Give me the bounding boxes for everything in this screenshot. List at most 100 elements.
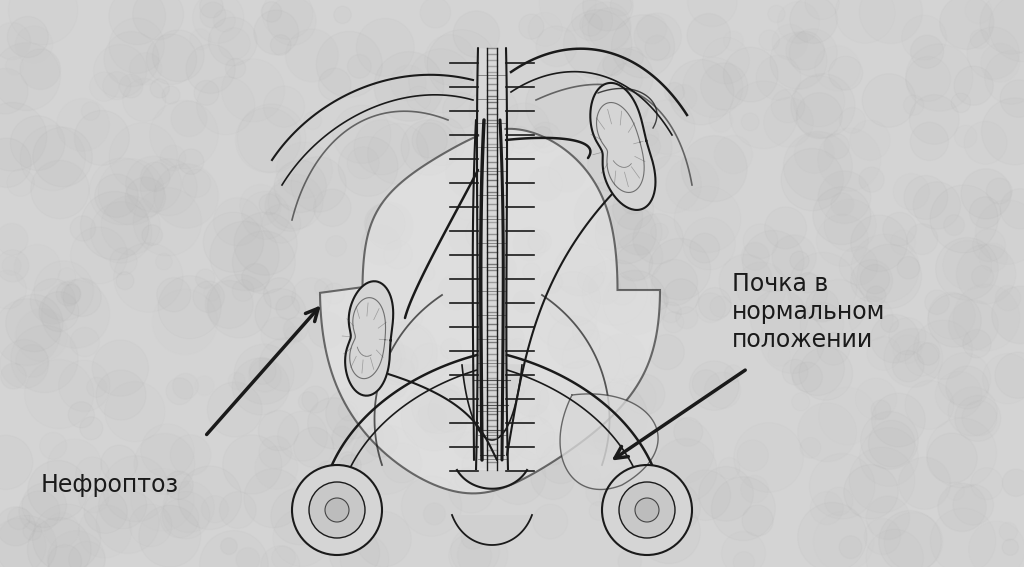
Circle shape — [637, 501, 700, 564]
Circle shape — [511, 416, 555, 460]
Circle shape — [157, 278, 190, 312]
Circle shape — [334, 6, 351, 23]
Circle shape — [689, 361, 739, 411]
Circle shape — [583, 0, 633, 31]
Circle shape — [380, 371, 408, 399]
Circle shape — [20, 49, 60, 90]
Circle shape — [616, 244, 652, 281]
Circle shape — [261, 2, 282, 22]
Circle shape — [781, 149, 844, 211]
Circle shape — [153, 30, 204, 82]
Circle shape — [69, 401, 94, 428]
Circle shape — [22, 483, 67, 527]
Circle shape — [412, 380, 465, 434]
Circle shape — [259, 194, 280, 214]
Circle shape — [275, 296, 299, 320]
Circle shape — [412, 123, 447, 158]
Circle shape — [338, 137, 398, 196]
Circle shape — [63, 278, 101, 316]
Polygon shape — [476, 48, 508, 470]
Circle shape — [274, 160, 327, 213]
Circle shape — [637, 134, 660, 158]
Circle shape — [1000, 80, 1024, 117]
Circle shape — [1002, 539, 1019, 555]
Circle shape — [851, 215, 907, 272]
Circle shape — [258, 411, 299, 451]
Circle shape — [603, 270, 667, 335]
Circle shape — [75, 111, 129, 166]
Circle shape — [698, 467, 754, 521]
Circle shape — [531, 126, 553, 147]
Circle shape — [790, 0, 838, 44]
Circle shape — [954, 66, 993, 105]
Circle shape — [799, 347, 853, 400]
Polygon shape — [452, 515, 532, 545]
Circle shape — [510, 338, 526, 355]
Circle shape — [918, 343, 939, 365]
Circle shape — [681, 136, 748, 201]
Circle shape — [595, 202, 656, 264]
Circle shape — [428, 390, 470, 433]
Circle shape — [680, 470, 730, 521]
Circle shape — [687, 14, 730, 57]
Circle shape — [602, 465, 692, 555]
Circle shape — [329, 528, 380, 567]
Circle shape — [866, 286, 886, 306]
Circle shape — [186, 44, 236, 94]
Circle shape — [81, 192, 148, 260]
Circle shape — [618, 482, 675, 538]
Circle shape — [992, 286, 1024, 344]
Circle shape — [793, 362, 822, 392]
Circle shape — [220, 538, 238, 555]
Circle shape — [844, 464, 898, 519]
Circle shape — [669, 60, 734, 125]
Circle shape — [101, 445, 137, 482]
Circle shape — [254, 10, 299, 54]
Circle shape — [813, 187, 870, 244]
Circle shape — [649, 238, 711, 300]
Circle shape — [857, 244, 922, 308]
Circle shape — [893, 350, 924, 382]
Circle shape — [95, 174, 138, 217]
Circle shape — [242, 264, 269, 291]
Circle shape — [936, 238, 998, 300]
Circle shape — [879, 510, 941, 567]
Circle shape — [6, 294, 62, 352]
Circle shape — [466, 216, 501, 251]
Circle shape — [631, 178, 654, 202]
Circle shape — [723, 47, 778, 102]
Circle shape — [326, 388, 377, 439]
Circle shape — [151, 79, 169, 98]
Circle shape — [645, 35, 670, 60]
Circle shape — [635, 498, 659, 522]
Circle shape — [374, 52, 443, 121]
Circle shape — [577, 466, 600, 489]
Circle shape — [401, 384, 468, 451]
Circle shape — [263, 278, 296, 310]
Circle shape — [910, 122, 948, 160]
Circle shape — [633, 214, 683, 264]
Circle shape — [84, 490, 127, 534]
Circle shape — [798, 502, 867, 567]
Text: Почка в
нормальном
положении: Почка в нормальном положении — [732, 272, 886, 352]
Circle shape — [650, 291, 669, 310]
Circle shape — [318, 68, 351, 101]
Circle shape — [698, 287, 731, 320]
Circle shape — [165, 471, 194, 500]
Circle shape — [365, 203, 406, 244]
Circle shape — [860, 412, 919, 469]
Circle shape — [791, 341, 845, 396]
Polygon shape — [462, 365, 522, 440]
Circle shape — [927, 433, 977, 483]
Circle shape — [142, 225, 163, 246]
Circle shape — [61, 285, 81, 304]
Circle shape — [0, 103, 47, 171]
Polygon shape — [345, 281, 393, 396]
Circle shape — [648, 494, 678, 524]
Circle shape — [938, 483, 986, 531]
Circle shape — [904, 176, 948, 219]
Circle shape — [270, 35, 291, 56]
Circle shape — [613, 89, 648, 124]
Circle shape — [574, 182, 643, 250]
Circle shape — [0, 507, 36, 546]
